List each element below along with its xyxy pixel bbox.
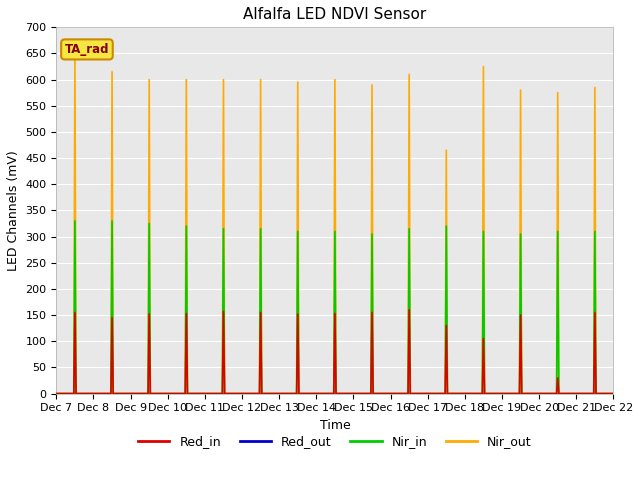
Legend: Red_in, Red_out, Nir_in, Nir_out: Red_in, Red_out, Nir_in, Nir_out	[133, 430, 537, 453]
Y-axis label: LED Channels (mV): LED Channels (mV)	[7, 150, 20, 271]
Text: TA_rad: TA_rad	[65, 43, 109, 56]
Title: Alfalfa LED NDVI Sensor: Alfalfa LED NDVI Sensor	[243, 7, 426, 22]
X-axis label: Time: Time	[319, 419, 350, 432]
